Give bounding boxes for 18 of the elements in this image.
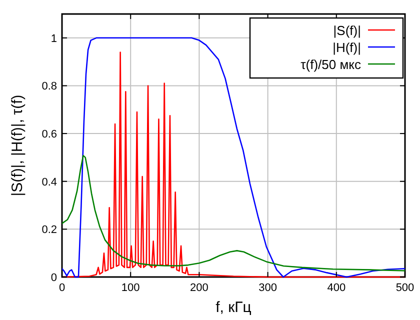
y-tick-label: 0.8 [42, 80, 57, 93]
x-tick-label: 300 [258, 282, 277, 294]
y-tick-label: 1 [50, 32, 57, 45]
legend-label: |H(f)| [332, 40, 361, 55]
y-tick-label: 0.6 [42, 128, 57, 141]
y-tick-label: 0 [50, 272, 57, 284]
x-tick-label: 500 [396, 282, 414, 294]
x-tick-label: 400 [327, 282, 346, 294]
x-tick-label: 200 [190, 282, 208, 294]
legend-label: τ(f)/50 мкс [300, 57, 362, 72]
y-tick-label: 0.2 [42, 224, 57, 236]
y-axis-title: |S(f)|, |H(f)|, τ(f) [9, 94, 26, 196]
x-axis-title: f, кГц [216, 299, 252, 316]
x-tick-label: 0 [58, 282, 66, 294]
y-tick-label: 0.4 [42, 176, 57, 188]
line-series [62, 154, 405, 272]
legend-label: |S(f)| [333, 23, 361, 38]
x-tick-label: 100 [121, 282, 140, 294]
